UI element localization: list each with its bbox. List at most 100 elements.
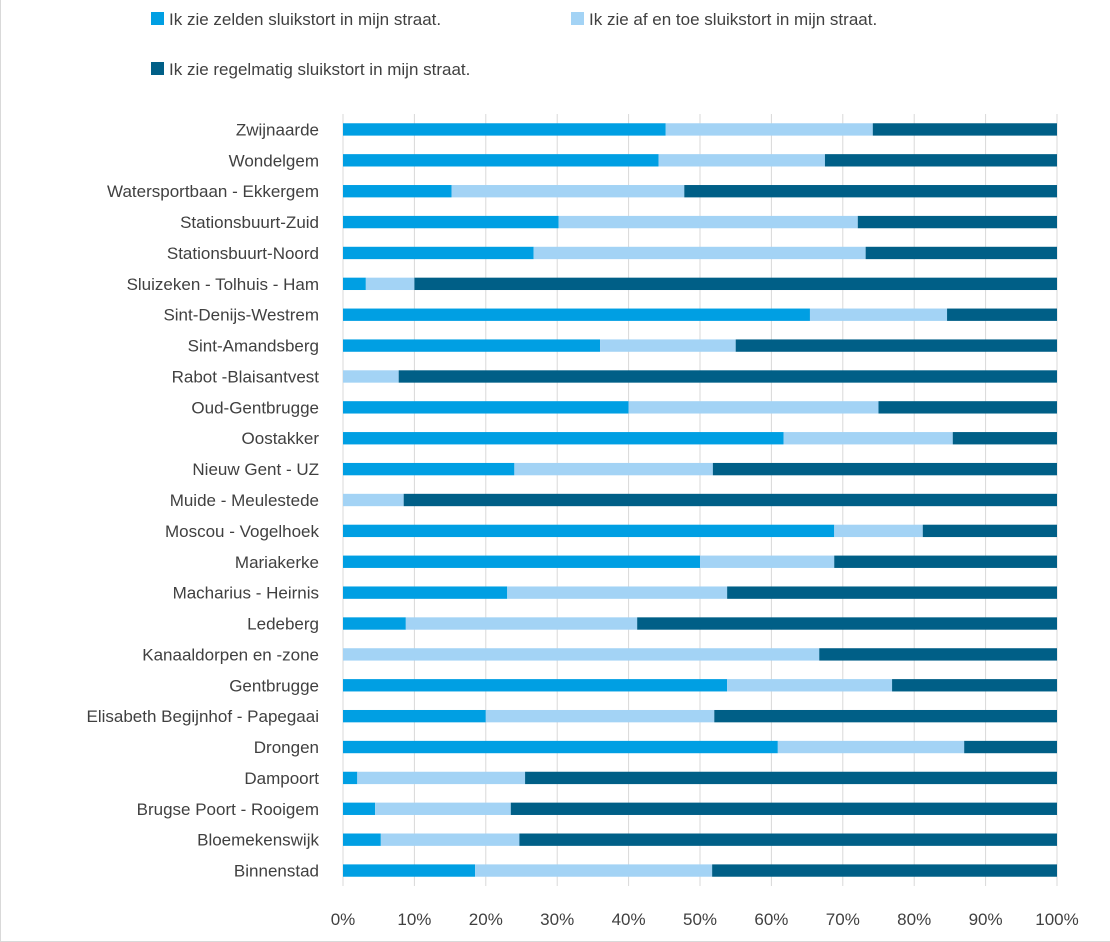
category-labels: Zwijnaarde Wondelgem Watersportbaan - Ekke…: [87, 120, 320, 880]
category-label: Sint-Denijs-Westrem: [163, 306, 319, 325]
bar-segment-series-1: [343, 493, 404, 507]
category-label: Rabot -Blaisantvest: [172, 367, 320, 386]
category-label: Stationsbuurt-Zuid: [180, 213, 319, 232]
bar-segment-series-1: [777, 740, 965, 754]
category-label: Zwijnaarde: [236, 120, 319, 139]
bar-segment-series-1: [451, 185, 685, 198]
category-label: Drongen: [254, 738, 319, 757]
bar-segment-series-2: [872, 123, 1057, 136]
x-tick-label: 100%: [1035, 910, 1078, 929]
bar-segment-series-2: [714, 709, 1057, 723]
bar-segment-series-0: [343, 586, 508, 599]
bar-segment-series-1: [357, 771, 526, 785]
bar-segment-series-1: [485, 709, 715, 723]
bar-segment-series-2: [712, 462, 1057, 476]
bar-segment-series-1: [343, 370, 399, 383]
bar-segment-series-0: [343, 617, 406, 630]
bar-segment-series-2: [892, 679, 1057, 692]
bar-segment-series-2: [403, 493, 1057, 507]
bar-segment-series-0: [343, 802, 376, 815]
category-label: Elisabeth Begijnhof - Papegaai: [87, 707, 320, 726]
bar-segment-series-1: [700, 555, 835, 568]
bar-segment-series-0: [343, 123, 666, 136]
bar-segment-series-1: [533, 246, 866, 260]
category-label: Bloemekenswijk: [197, 831, 319, 850]
bar-segment-series-0: [343, 246, 534, 260]
bar-segment-series-2: [637, 617, 1057, 630]
legend-label-af-en-toe: Ik zie af en toe sluikstort in mijn stra…: [589, 10, 877, 29]
bar-segment-series-2: [525, 771, 1057, 785]
bar-segment-series-0: [343, 185, 452, 198]
bar-segment-series-2: [712, 864, 1057, 877]
x-tick-label: 80%: [897, 910, 931, 929]
category-label: Dampoort: [244, 769, 319, 788]
bar-segment-series-0: [343, 215, 559, 229]
category-label: Brugse Poort - Rooigem: [137, 800, 319, 819]
category-label: Watersportbaan - Ekkergem: [107, 182, 319, 201]
bar-segment-series-2: [857, 215, 1057, 229]
bar-segment-series-1: [514, 462, 713, 476]
bar-segment-series-0: [343, 339, 601, 352]
category-label: Oostakker: [242, 429, 320, 448]
bar-segment-series-1: [405, 617, 638, 630]
bar-segment-series-1: [727, 679, 893, 692]
legend-swatch-af-en-toe: [571, 12, 584, 25]
bar-segment-series-2: [952, 432, 1057, 445]
legend-label-zelden: Ik zie zelden sluikstort in mijn straat.: [169, 10, 441, 29]
bar-segment-series-2: [878, 401, 1057, 414]
bar-segment-series-2: [834, 555, 1057, 568]
x-tick-label: 90%: [969, 910, 1003, 929]
x-tick-label: 50%: [683, 910, 717, 929]
category-label: Macharius - Heirnis: [173, 584, 319, 603]
category-label: Moscou - Vogelhoek: [165, 522, 320, 541]
category-label: Stationsbuurt-Noord: [167, 244, 319, 263]
bar-segment-series-2: [947, 308, 1057, 321]
legend-swatch-zelden: [151, 12, 164, 25]
category-label: Mariakerke: [235, 553, 319, 572]
bar-segment-series-1: [783, 432, 953, 445]
x-tick-label: 70%: [826, 910, 860, 929]
x-tick-label: 30%: [540, 910, 574, 929]
bar-segment-series-0: [343, 740, 778, 754]
category-label: Gentbrugge: [229, 676, 319, 695]
legend-label-regelmatig: Ik zie regelmatig sluikstort in mijn str…: [169, 60, 470, 79]
bar-segment-series-0: [343, 401, 629, 414]
x-tick-label: 0%: [331, 910, 356, 929]
category-label: Kanaaldorpen en -zone: [142, 645, 319, 664]
category-label: Ledeberg: [247, 615, 319, 634]
bar-segment-series-2: [964, 740, 1057, 754]
bars: [343, 123, 1057, 877]
x-tick-label: 60%: [754, 910, 788, 929]
bar-segment-series-1: [343, 648, 820, 661]
bar-segment-series-2: [824, 154, 1057, 167]
bar-segment-series-2: [510, 802, 1057, 815]
bar-segment-series-2: [727, 586, 1057, 599]
legend: Ik zie zelden sluikstort in mijn straat.…: [151, 10, 877, 79]
category-label: Sluizeken - Tolhuis - Ham: [127, 275, 319, 294]
bar-segment-series-1: [507, 586, 728, 599]
x-tick-label: 10%: [397, 910, 431, 929]
bar-segment-series-2: [819, 648, 1057, 661]
bar-segment-series-1: [809, 308, 948, 321]
bar-segment-series-2: [865, 246, 1057, 260]
bar-segment-series-0: [343, 524, 835, 538]
bar-segment-series-1: [475, 864, 713, 877]
bar-segment-series-0: [343, 833, 381, 846]
category-label: Nieuw Gent - UZ: [192, 460, 319, 479]
x-tick-label: 40%: [612, 910, 646, 929]
bar-segment-series-1: [665, 123, 873, 136]
bar-segment-series-2: [735, 339, 1057, 352]
bar-segment-series-2: [414, 277, 1057, 291]
bar-segment-series-1: [600, 339, 736, 352]
category-label: Sint-Amandsberg: [188, 337, 319, 356]
bar-segment-series-0: [343, 709, 486, 723]
bar-segment-series-1: [834, 524, 923, 538]
bar-segment-series-0: [343, 432, 784, 445]
bar-segment-series-2: [922, 524, 1057, 538]
bar-segment-series-1: [628, 401, 879, 414]
bar-segment-series-0: [343, 771, 358, 785]
bar-segment-series-0: [343, 462, 515, 476]
bar-segment-series-0: [343, 308, 810, 321]
